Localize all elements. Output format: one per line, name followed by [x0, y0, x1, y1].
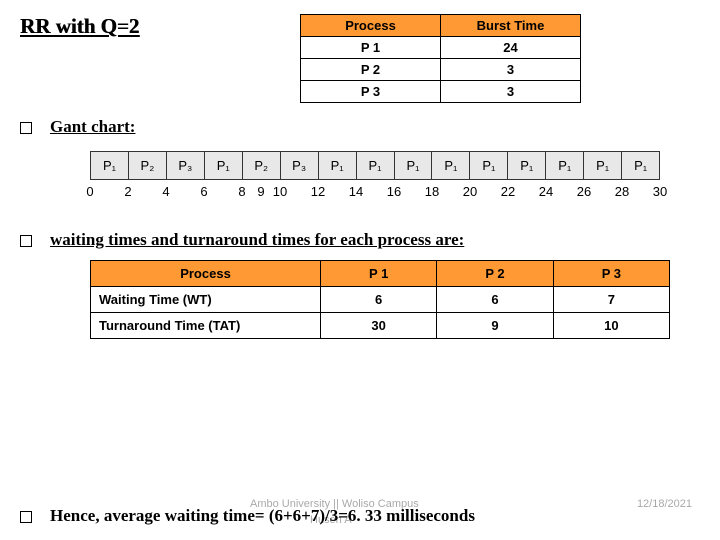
gantt-chart: P₁P₂P₃P₁P₂P₃P₁P₁P₁P₁P₁P₁P₁P₁P₁ 024689101… [90, 151, 700, 204]
burst-cell: 3 [441, 81, 581, 103]
wt-cell: 6 [437, 287, 553, 313]
gantt-tick: 24 [539, 184, 553, 199]
gantt-tick: 26 [577, 184, 591, 199]
gantt-tick: 8 [238, 184, 245, 199]
burst-time-table: Process Burst Time P 1 24 P 2 3 P 3 3 [300, 14, 581, 103]
gantt-tick: 0 [86, 184, 93, 199]
gantt-cell: P₁ [319, 152, 357, 179]
gantt-tick: 10 [273, 184, 287, 199]
gantt-cell: P₁ [357, 152, 395, 179]
gantt-cell: P₁ [470, 152, 508, 179]
wait-turnaround-table: Process P 1 P 2 P 3 Waiting Time (WT) 6 … [90, 260, 670, 339]
gantt-tick: 12 [311, 184, 325, 199]
watermark-date: 12/18/2021 [637, 498, 692, 510]
gantt-cell: P₁ [205, 152, 243, 179]
burst-cell: 3 [441, 59, 581, 81]
wt-cell: 7 [553, 287, 669, 313]
burst-cell: P 3 [301, 81, 441, 103]
gantt-cell: P₂ [129, 152, 167, 179]
burst-header-time: Burst Time [441, 15, 581, 37]
wt-cell: 10 [553, 313, 669, 339]
gantt-cell: P₃ [167, 152, 205, 179]
wt-cell: 30 [321, 313, 437, 339]
wt-row-label: Turnaround Time (TAT) [91, 313, 321, 339]
bullet-icon [20, 511, 32, 523]
burst-header-process: Process [301, 15, 441, 37]
gantt-tick: 9 [257, 184, 264, 199]
wt-cell: 9 [437, 313, 553, 339]
gantt-cell: P₁ [432, 152, 470, 179]
gantt-cell: P₁ [546, 152, 584, 179]
gantt-tick: 16 [387, 184, 401, 199]
wt-header: P 2 [437, 261, 553, 287]
watermark-source: Ambo University || Woliso Campus [250, 498, 419, 510]
gantt-tick: 22 [501, 184, 515, 199]
wt-header: P 3 [553, 261, 669, 287]
gantt-cell: P₁ [508, 152, 546, 179]
gantt-tick: 20 [463, 184, 477, 199]
page-title: RR with Q=2 [20, 14, 280, 39]
burst-cell: P 1 [301, 37, 441, 59]
gantt-cell: P₁ [622, 152, 659, 179]
gantt-tick: 4 [162, 184, 169, 199]
bullet-icon [20, 235, 32, 247]
burst-cell: 24 [441, 37, 581, 59]
gantt-cell: P₃ [281, 152, 319, 179]
wt-cell: 6 [321, 287, 437, 313]
gantt-cell: P₁ [395, 152, 433, 179]
gantt-cell: P₁ [584, 152, 622, 179]
watermark-author: Husen A [310, 514, 352, 526]
gantt-tick: 2 [124, 184, 131, 199]
gantt-tick: 14 [349, 184, 363, 199]
wt-row-label: Waiting Time (WT) [91, 287, 321, 313]
bullet-icon [20, 122, 32, 134]
wt-label: waiting times and turnaround times for e… [50, 230, 464, 250]
gantt-tick: 18 [425, 184, 439, 199]
gant-chart-label: Gant chart: [50, 117, 135, 137]
gantt-tick: 6 [200, 184, 207, 199]
wt-header: Process [91, 261, 321, 287]
gantt-cell: P₁ [91, 152, 129, 179]
gantt-tick: 28 [615, 184, 629, 199]
burst-cell: P 2 [301, 59, 441, 81]
gantt-cell: P₂ [243, 152, 281, 179]
gantt-tick: 30 [653, 184, 667, 199]
wt-header: P 1 [321, 261, 437, 287]
